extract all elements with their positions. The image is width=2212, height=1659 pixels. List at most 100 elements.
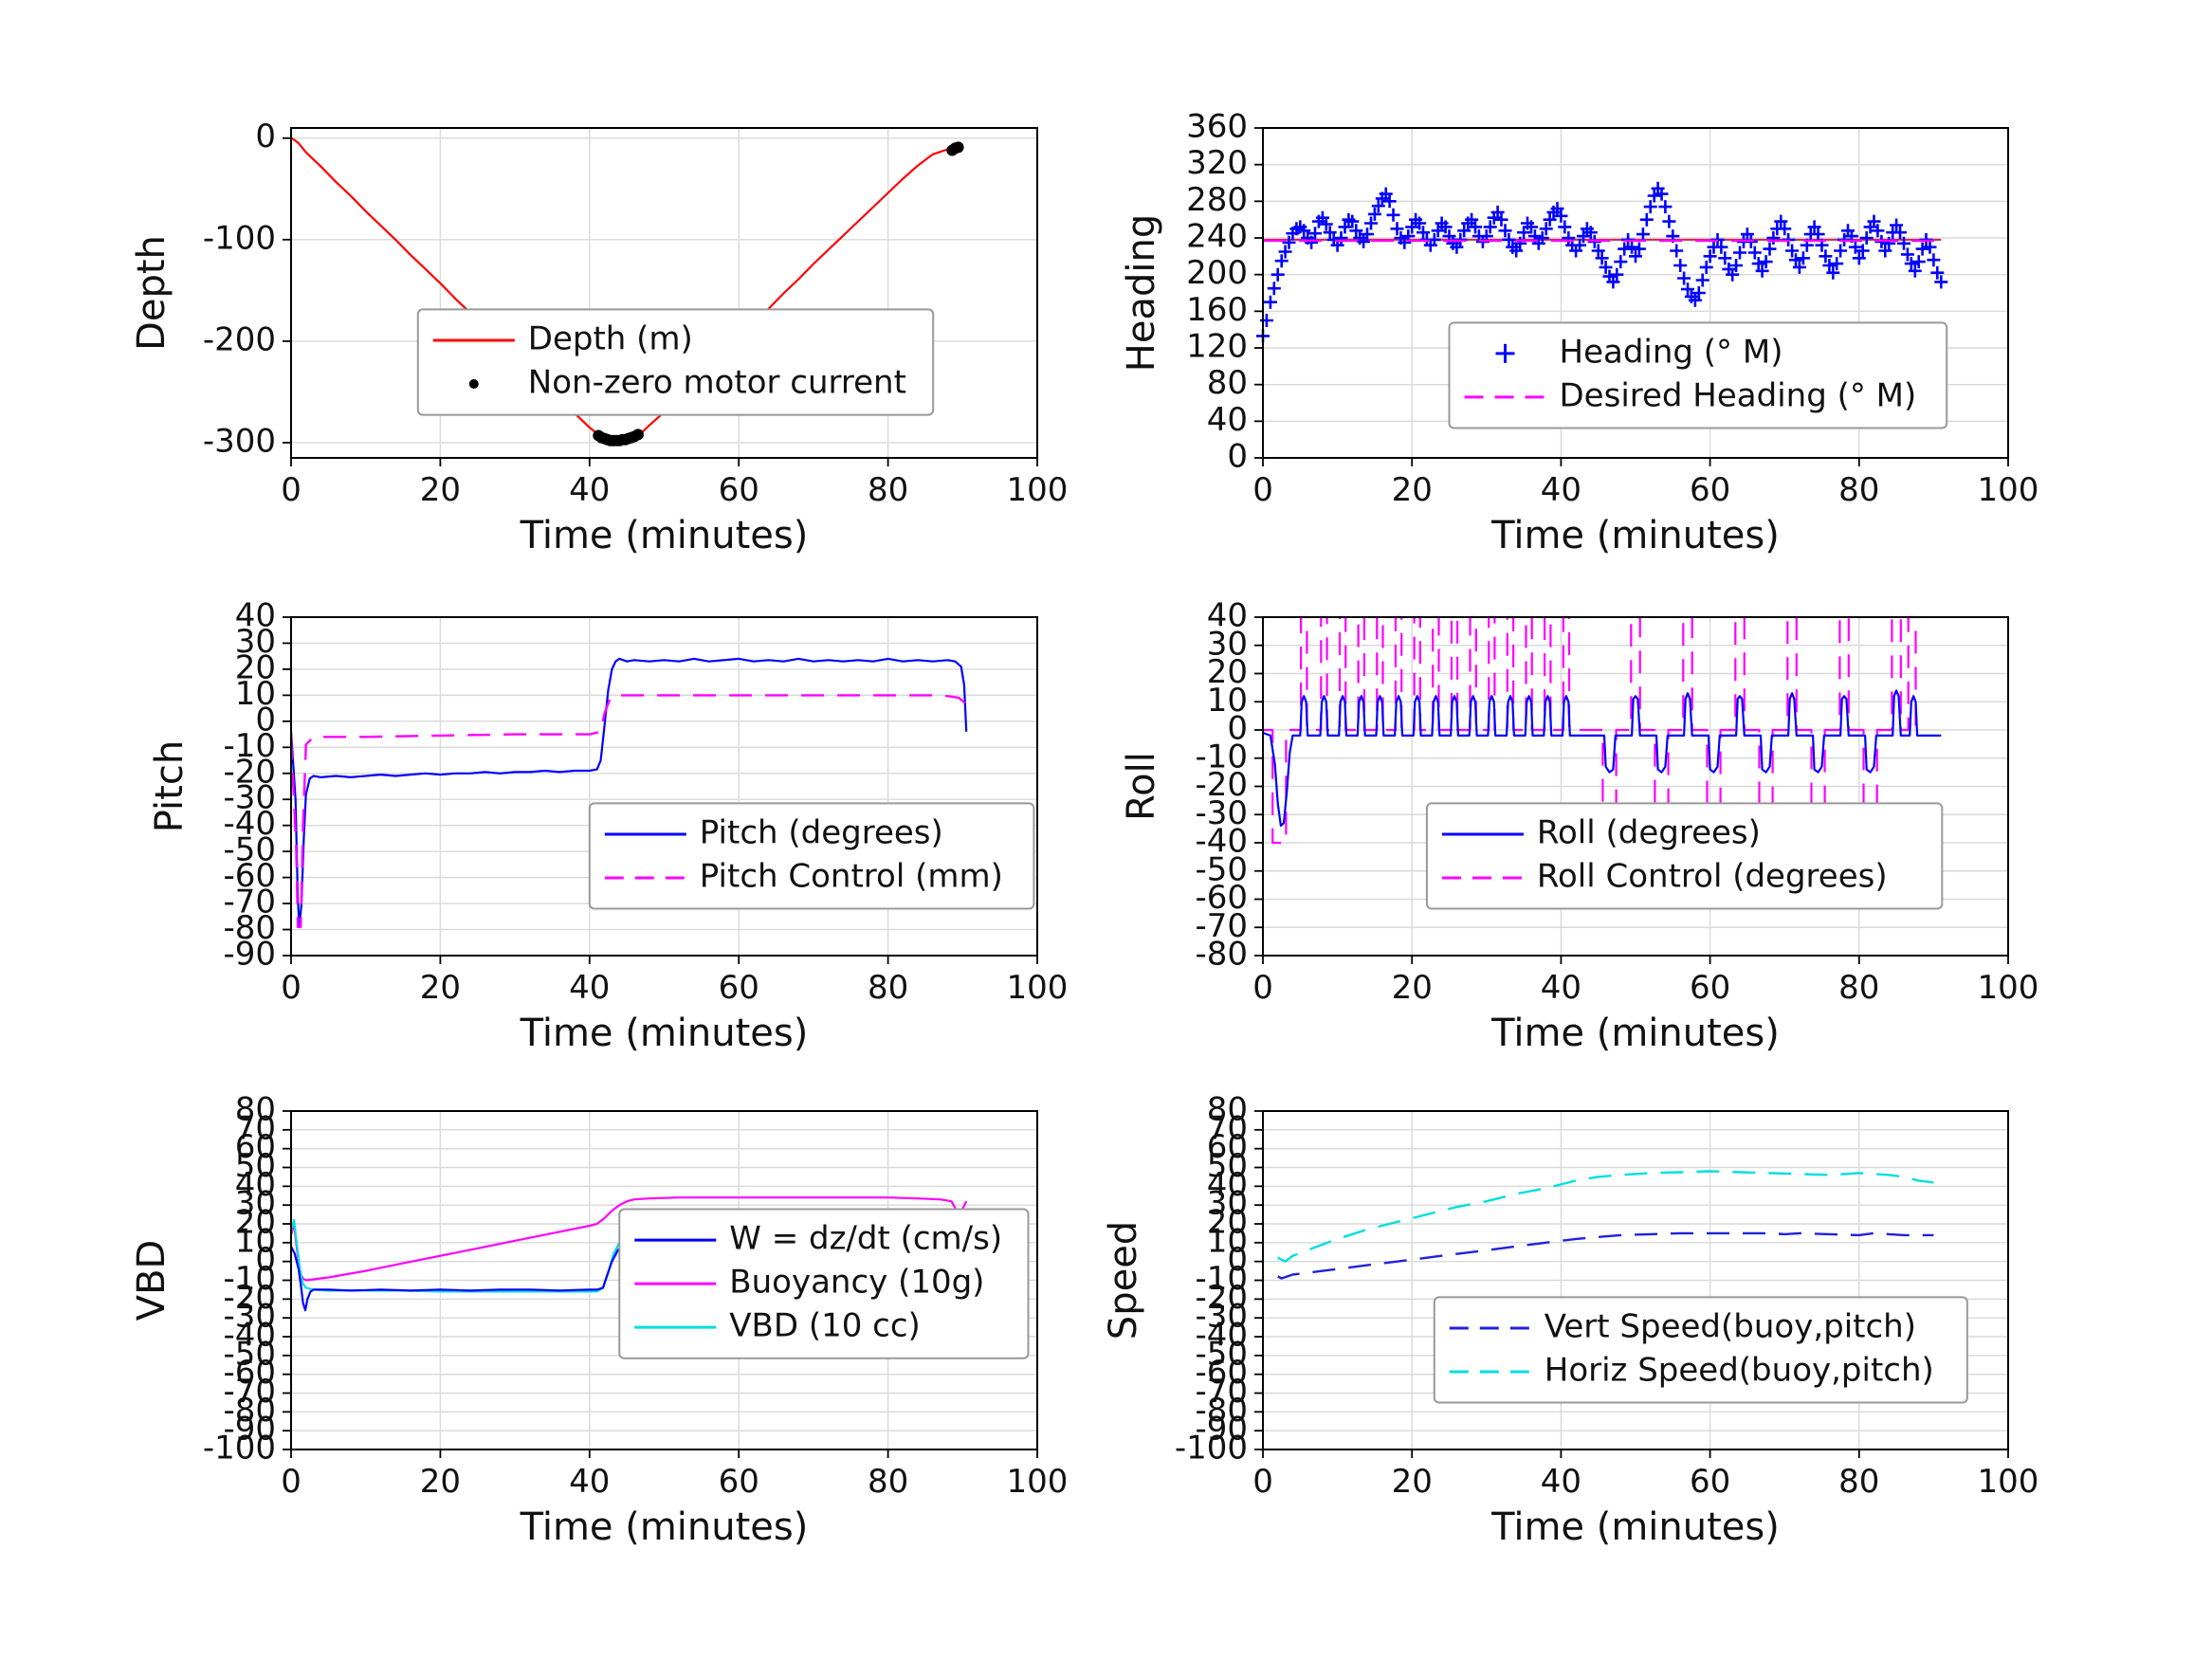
svg-text:80: 80	[868, 1463, 908, 1501]
svg-text:Pitch (degrees): Pitch (degrees)	[700, 813, 943, 851]
svg-text:50: 50	[235, 1147, 276, 1185]
svg-text:30: 30	[1207, 625, 1248, 663]
svg-text:0: 0	[255, 118, 276, 155]
svg-text:-40: -40	[223, 805, 276, 843]
heading-time-plot: 0 20 40 60 80 100 0 40 80 120 160 200 240 280 320 360 Ti…	[1120, 108, 2038, 557]
svg-text:-20: -20	[223, 753, 276, 791]
svg-text:-30: -30	[1195, 1298, 1248, 1336]
svg-text:60: 60	[1690, 969, 1730, 1007]
svg-text:40: 40	[569, 471, 610, 509]
svg-text:-10: -10	[223, 727, 276, 765]
svg-text:40: 40	[569, 969, 610, 1007]
svg-text:20: 20	[1207, 1204, 1248, 1242]
svg-text:40: 40	[235, 597, 276, 635]
svg-text:280: 280	[1186, 181, 1248, 219]
svg-text:20: 20	[1392, 1463, 1433, 1501]
svg-text:-300: -300	[203, 422, 276, 460]
svg-text:0: 0	[1252, 471, 1273, 509]
pitch-time-plot: 0 20 40 60 80 100 40 30 20 10 0 -10 -20 -30 -40 -50 -60-…	[148, 597, 1068, 1055]
svg-text:Non-zero motor current: Non-zero motor current	[528, 364, 906, 402]
svg-text:0: 0	[281, 969, 302, 1007]
svg-text:0: 0	[1252, 1463, 1273, 1501]
speed-time-plot: 0 20 40 60 80 100 80 70 60 50 40 30 20 10 0 -10 -20 -30 -4…	[1102, 1091, 2038, 1549]
svg-text:40: 40	[1207, 1166, 1248, 1204]
svg-text:-50: -50	[1195, 1335, 1248, 1373]
svg-text:Time (minutes): Time (minutes)	[1490, 1012, 1780, 1055]
svg-text:-30: -30	[223, 1298, 276, 1336]
svg-text:Time (minutes): Time (minutes)	[520, 1012, 809, 1055]
svg-text:Desired Heading (° M): Desired Heading (° M)	[1560, 376, 1917, 414]
svg-text:W = dz/dt (cm/s): W = dz/dt (cm/s)	[729, 1220, 1002, 1258]
svg-text:Buoyancy (10g): Buoyancy (10g)	[729, 1264, 984, 1302]
svg-text:80: 80	[1838, 471, 1879, 509]
vbd-time-plot: 0 20 40 60 80 100 80 70 60 50 40 30 20 10 0 -10 -20 -30 -4…	[130, 1091, 1068, 1549]
svg-text:100: 100	[1007, 969, 1069, 1007]
svg-text:-80: -80	[1195, 936, 1248, 974]
svg-text:60: 60	[719, 1463, 759, 1501]
svg-text:100: 100	[1978, 969, 2039, 1007]
svg-text:100: 100	[1978, 471, 2039, 509]
roll-time-plot: 0 20 40 60 80 100 40 30 20 10 0 -10 -20 -30 -40 -50 -60-…	[1120, 597, 2038, 1055]
svg-text:0: 0	[1227, 438, 1248, 476]
svg-text:160: 160	[1186, 291, 1248, 329]
svg-text:-90: -90	[1195, 1411, 1248, 1449]
svg-text:-20: -20	[1195, 766, 1248, 804]
svg-text:10: 10	[1207, 682, 1248, 720]
svg-text:20: 20	[235, 1204, 276, 1242]
svg-text:Time (minutes): Time (minutes)	[1490, 514, 1780, 557]
svg-text:240: 240	[1186, 218, 1248, 256]
svg-text:-10: -10	[223, 1260, 276, 1298]
svg-text:-90: -90	[223, 1411, 276, 1449]
svg-text:50: 50	[1207, 1147, 1248, 1185]
svg-text:60: 60	[719, 969, 759, 1007]
svg-text:-40: -40	[223, 1317, 276, 1355]
svg-text:80: 80	[868, 969, 908, 1007]
svg-text:60: 60	[235, 1128, 276, 1166]
svg-text:40: 40	[1541, 969, 1581, 1007]
svg-text:40: 40	[1207, 597, 1248, 635]
svg-text:10: 10	[235, 675, 276, 713]
svg-text:Depth: Depth	[130, 235, 174, 351]
svg-text:0: 0	[1227, 710, 1248, 748]
svg-text:-30: -30	[1195, 794, 1248, 832]
svg-text:60: 60	[719, 471, 759, 509]
svg-text:60: 60	[1690, 471, 1730, 509]
svg-text:80: 80	[1207, 1091, 1248, 1129]
svg-text:-70: -70	[1195, 1373, 1248, 1411]
svg-text:60: 60	[1690, 1463, 1730, 1501]
svg-text:Time (minutes): Time (minutes)	[1490, 1505, 1780, 1549]
depth-time-plot: 0 20 40 60 80 100 0 -100 -200 -300 Time (minutes) D…	[130, 118, 1068, 557]
svg-text:VBD: VBD	[130, 1240, 174, 1322]
svg-text:-80: -80	[223, 1392, 276, 1430]
svg-text:120: 120	[1186, 328, 1248, 366]
svg-text:Horiz Speed(buoy,pitch): Horiz Speed(buoy,pitch)	[1545, 1351, 1934, 1389]
svg-text:-60: -60	[1195, 1354, 1248, 1392]
svg-text:80: 80	[868, 471, 908, 509]
svg-text:100: 100	[1007, 1463, 1069, 1501]
svg-text:80: 80	[1207, 364, 1248, 402]
svg-text:20: 20	[1207, 653, 1248, 691]
svg-text:30: 30	[1207, 1185, 1248, 1223]
svg-text:70: 70	[1207, 1109, 1248, 1147]
svg-text:-60: -60	[1195, 879, 1248, 917]
svg-text:Pitch: Pitch	[148, 740, 192, 832]
svg-text:20: 20	[420, 471, 461, 509]
svg-text:40: 40	[1541, 1463, 1581, 1501]
svg-text:Roll: Roll	[1120, 752, 1163, 821]
svg-text:Time (minutes): Time (minutes)	[520, 1505, 809, 1549]
svg-text:10: 10	[235, 1222, 276, 1260]
svg-text:0: 0	[1252, 969, 1273, 1007]
svg-text:-100: -100	[203, 1430, 276, 1468]
svg-text:-50: -50	[223, 1335, 276, 1373]
svg-text:-70: -70	[1195, 907, 1248, 945]
svg-text:20: 20	[1392, 471, 1433, 509]
svg-text:200: 200	[1186, 254, 1248, 292]
svg-text:Time (minutes): Time (minutes)	[520, 514, 809, 557]
svg-text:360: 360	[1186, 108, 1248, 146]
svg-text:Heading: Heading	[1120, 214, 1163, 372]
svg-text:100: 100	[1978, 1463, 2039, 1501]
svg-text:20: 20	[1392, 969, 1433, 1007]
svg-text:80: 80	[1838, 969, 1879, 1007]
svg-text:Vert Speed(buoy,pitch): Vert Speed(buoy,pitch)	[1545, 1307, 1916, 1345]
